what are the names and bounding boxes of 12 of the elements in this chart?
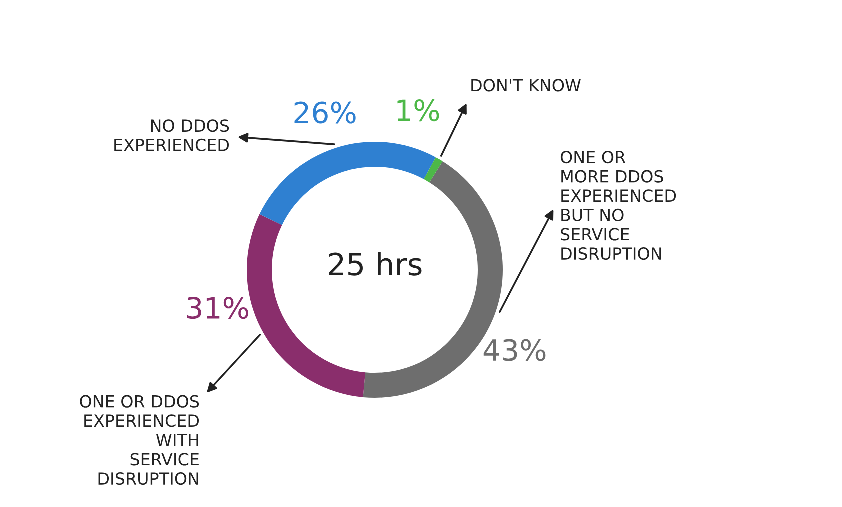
slice-label: DON'T KNOW bbox=[472, 79, 581, 92]
donut-slice bbox=[260, 142, 436, 226]
text: 25 hrs bbox=[329, 252, 422, 276]
data-label: 31% bbox=[187, 297, 248, 320]
slice-label: ONE OR MORE DDOS EXPERIENCED BUT NO SERVICE DISRUPTION bbox=[560, 150, 676, 260]
donut-slice bbox=[424, 157, 443, 183]
data-label: 26% bbox=[294, 102, 356, 124]
donut-slice bbox=[247, 214, 366, 398]
slice-label: NO DDOS EXPERIENCED bbox=[114, 120, 230, 152]
slice-label: ONE OR DDOS EXPERIENCED WITH SERVICE DISRUPTION bbox=[80, 395, 200, 486]
data-label: 43% bbox=[484, 339, 546, 362]
data-label: 1% bbox=[398, 100, 440, 122]
